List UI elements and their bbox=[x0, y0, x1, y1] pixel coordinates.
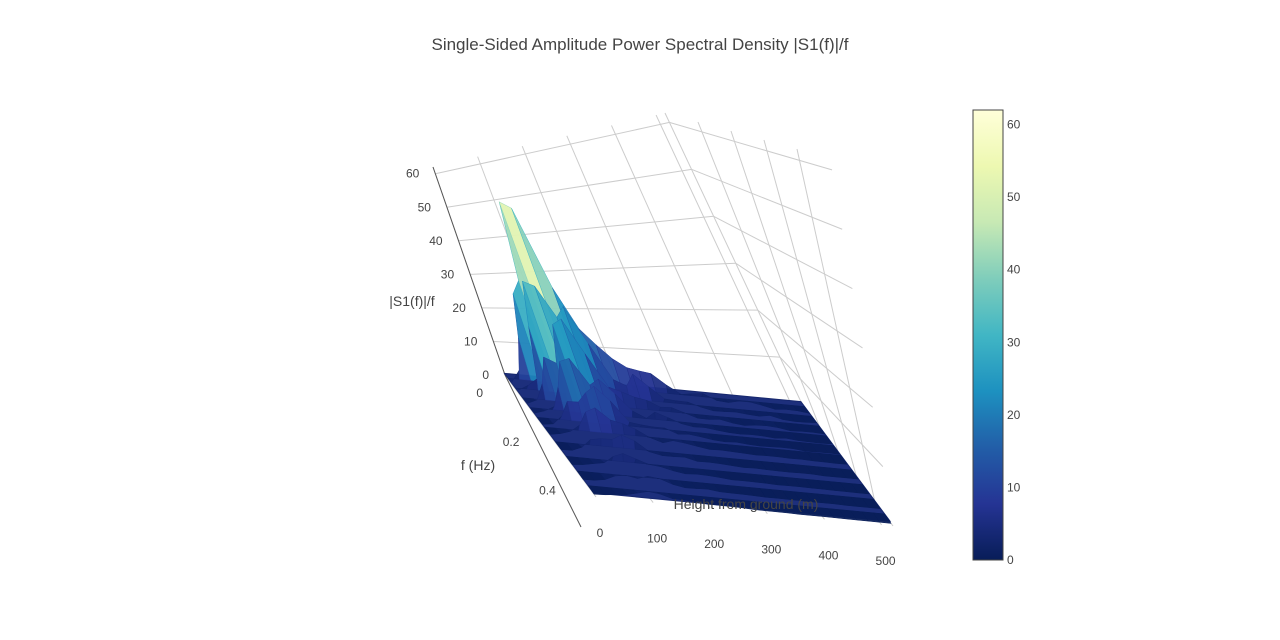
surface-facet bbox=[792, 405, 811, 414]
grid-line-y-right bbox=[796, 148, 876, 502]
x-tick-label: 400 bbox=[818, 548, 838, 562]
surface-facet bbox=[839, 468, 859, 480]
surface-ridge-band bbox=[543, 407, 848, 465]
grid-line-y-right bbox=[664, 112, 803, 405]
x-tick-label: 100 bbox=[647, 532, 667, 546]
y-tick-label: 0.4 bbox=[539, 484, 556, 498]
colorbar-tick-label: 40 bbox=[1007, 263, 1021, 277]
colorbar[interactable]: 0 10 20 30 40 50 60 bbox=[972, 109, 1021, 567]
y-axis-line bbox=[504, 374, 582, 528]
surface-facet bbox=[850, 483, 870, 495]
surface-facet bbox=[600, 438, 613, 448]
x-tick-label: 0 bbox=[597, 526, 604, 540]
x-axis-title: Height from ground (m) bbox=[674, 496, 819, 512]
grid-line-z-back bbox=[458, 215, 714, 242]
grid-line-y-right bbox=[763, 139, 858, 478]
y-tick-label: 0.2 bbox=[503, 435, 520, 449]
colorbar-tick-label: 20 bbox=[1007, 408, 1021, 422]
colorbar-tick-label: 30 bbox=[1007, 335, 1021, 349]
colorbar-tick-label: 60 bbox=[1007, 118, 1021, 132]
colorbar-tick-label: 50 bbox=[1007, 190, 1021, 204]
x-tick-label: 500 bbox=[876, 554, 896, 568]
axis-ticks: 0 10 20 30 40 50 60 0 0.2 0.4 0 100 200 300 400 500 bbox=[406, 167, 896, 568]
colorbar-tick-label: 10 bbox=[1007, 480, 1021, 494]
grid-line-x-back bbox=[611, 125, 734, 398]
y-tick-label: 0 bbox=[476, 386, 483, 400]
surface-facet bbox=[821, 444, 841, 455]
surface bbox=[498, 201, 892, 524]
grid-line-x-floor bbox=[504, 374, 597, 498]
grid-line-z-right bbox=[713, 215, 853, 290]
grid-line-z-right bbox=[669, 121, 833, 171]
chart-title: Single-Sided Amplitude Power Spectral De… bbox=[431, 35, 848, 54]
y-axis-title: f (Hz) bbox=[461, 457, 495, 473]
colorbar-ticks: 0 10 20 30 40 50 60 bbox=[1007, 118, 1021, 567]
grid-line-y-right bbox=[697, 121, 821, 429]
grid-line-x-back bbox=[566, 135, 677, 392]
surface-facet bbox=[589, 438, 602, 447]
surface-facet bbox=[659, 406, 672, 413]
z-tick-label: 0 bbox=[482, 368, 489, 382]
grid-line-z-right bbox=[735, 262, 863, 349]
z-tick-label: 30 bbox=[441, 267, 455, 281]
grid-line-z-back bbox=[470, 262, 736, 275]
surface-facet bbox=[807, 424, 826, 435]
colorbar-gradient bbox=[972, 109, 1004, 561]
surface-ridge-band bbox=[554, 434, 859, 480]
surface-facet bbox=[872, 512, 892, 524]
grid-line-z-right bbox=[757, 309, 874, 408]
z-tick-label: 40 bbox=[429, 234, 443, 248]
z-axis-title: |S1(f)|/f bbox=[389, 293, 435, 309]
z-tick-label: 60 bbox=[406, 167, 420, 181]
grid-line-z-right bbox=[691, 168, 843, 230]
surface-facet bbox=[861, 497, 881, 509]
surface-ridge-band bbox=[565, 453, 870, 495]
z-tick-label: 10 bbox=[464, 334, 478, 348]
x-tick-label: 200 bbox=[704, 537, 724, 551]
z-tick-label: 20 bbox=[452, 301, 466, 315]
surface-facet bbox=[799, 414, 818, 423]
grid-line-x-back bbox=[521, 146, 620, 387]
colorbar-tick-label: 0 bbox=[1007, 553, 1014, 567]
surface-facet bbox=[814, 434, 833, 445]
surface-ridge-band bbox=[536, 385, 841, 455]
surface-ridge-band bbox=[587, 485, 892, 524]
surface-ridge-band bbox=[576, 470, 881, 509]
grid-line-y-right bbox=[730, 130, 839, 453]
grid-line-x-back bbox=[655, 114, 792, 404]
surface-facet bbox=[829, 453, 848, 465]
grid-line-z-back bbox=[446, 168, 692, 208]
grid-line-z-right bbox=[779, 356, 884, 467]
x-tick-label: 300 bbox=[761, 543, 781, 557]
z-tick-label: 50 bbox=[418, 200, 432, 214]
grid-line-z-back bbox=[435, 121, 670, 175]
z-axis-line bbox=[432, 166, 506, 376]
